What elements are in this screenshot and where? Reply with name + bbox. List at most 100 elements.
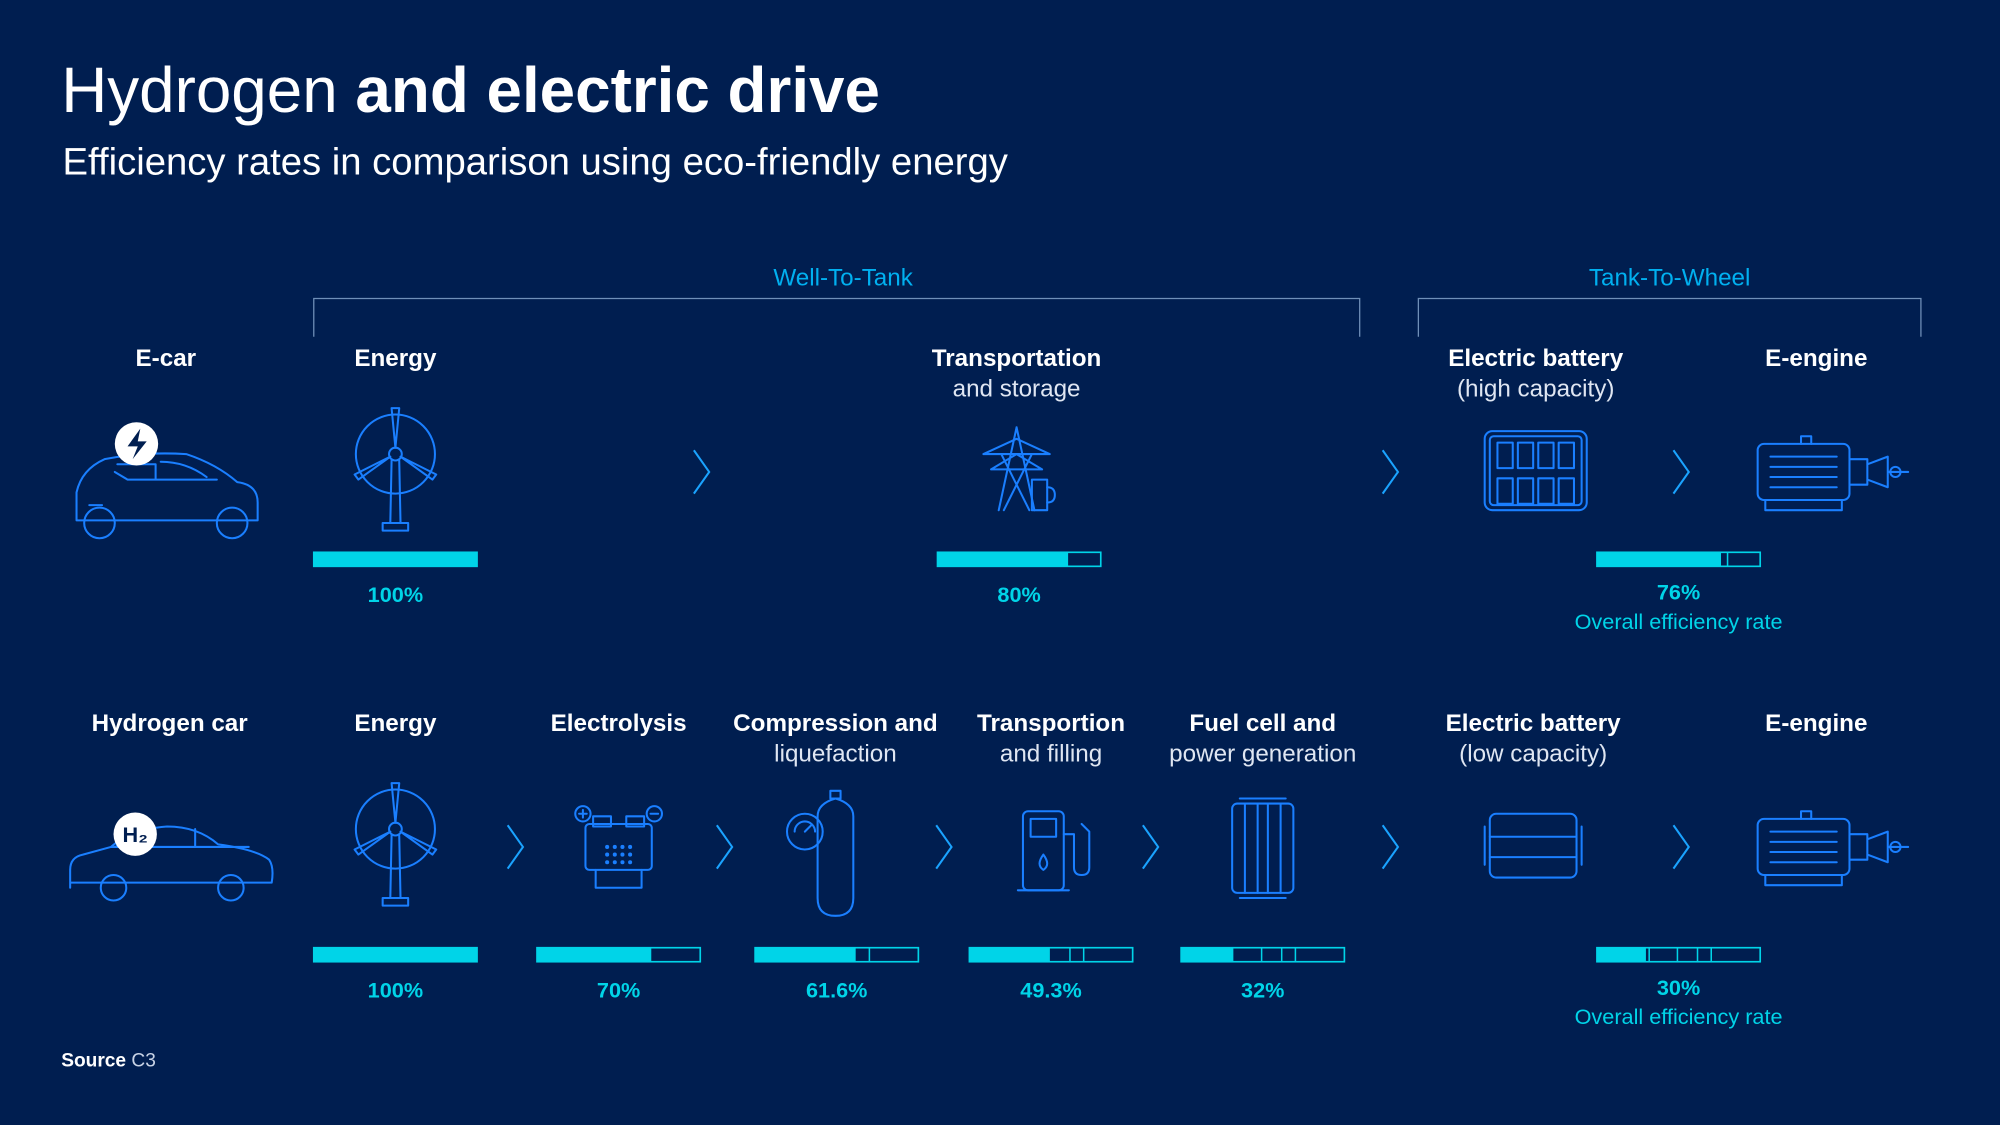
icon-turbine xyxy=(353,407,438,532)
icon-part xyxy=(354,413,436,495)
icon-part xyxy=(1889,840,1902,854)
overall-label: Overall efficiency rate xyxy=(1575,609,1783,634)
chevron xyxy=(935,824,953,870)
icon-part xyxy=(1537,441,1555,470)
icon-part xyxy=(1238,797,1287,899)
icon-battery xyxy=(1483,430,1588,512)
icon-cell xyxy=(1231,797,1295,899)
icon-part xyxy=(1496,441,1514,470)
bar xyxy=(937,552,1069,567)
icon-part xyxy=(1483,825,1583,866)
bar xyxy=(1181,947,1234,962)
chevron xyxy=(693,449,711,495)
car-body xyxy=(75,452,259,522)
icon-part xyxy=(1029,817,1058,838)
bar xyxy=(536,947,652,962)
step-subtitle: and filling xyxy=(1000,740,1102,767)
icon-part xyxy=(1557,477,1576,505)
title-bold: and electric drive xyxy=(355,54,880,126)
icon-part xyxy=(1557,441,1576,470)
icon-turbine xyxy=(353,782,438,907)
step-title: E-engine xyxy=(1765,345,1867,372)
icon-electro xyxy=(574,805,664,889)
icon-part xyxy=(1488,435,1583,507)
icon-engine xyxy=(1756,435,1910,512)
icon-part xyxy=(628,852,633,857)
value-label: 32% xyxy=(1241,977,1284,1002)
icon-part xyxy=(816,789,855,917)
icon-part xyxy=(605,852,610,857)
icon-part xyxy=(1764,435,1910,512)
car-wheel xyxy=(215,506,249,540)
car-badge xyxy=(113,812,157,856)
icon-part xyxy=(1756,442,1851,502)
icon-part xyxy=(1016,822,1091,892)
icon-part xyxy=(605,860,610,865)
icon-part xyxy=(1764,810,1910,887)
source: Source C3 xyxy=(61,1050,156,1071)
overall-value-label: 76% xyxy=(1657,579,1700,604)
car-wheel xyxy=(83,506,116,540)
overall-value-label: 30% xyxy=(1657,975,1700,1000)
icon-part xyxy=(1046,486,1056,504)
chevron xyxy=(1381,824,1400,870)
bar xyxy=(313,947,478,962)
car-wheel xyxy=(217,873,245,902)
icon-engine xyxy=(1756,810,1910,887)
icon-part xyxy=(353,782,438,907)
icon-part xyxy=(612,852,617,857)
icon-part xyxy=(1756,817,1851,877)
chevron xyxy=(1672,824,1691,870)
icon-part xyxy=(1516,477,1535,505)
icon-part xyxy=(620,860,625,865)
chevron xyxy=(716,824,734,870)
car-body xyxy=(69,825,274,889)
icon-part xyxy=(1889,465,1902,479)
icon-part xyxy=(785,812,824,851)
icon-part xyxy=(628,860,633,865)
title-light: Hydrogen xyxy=(61,54,337,126)
chevron xyxy=(1142,824,1160,870)
step-title: Compression and xyxy=(733,710,938,737)
icon-part xyxy=(793,820,817,833)
car-icon xyxy=(69,812,274,902)
value-label: 100% xyxy=(368,582,423,607)
value-label: 70% xyxy=(597,977,640,1002)
icon-part xyxy=(628,844,633,849)
icon-part xyxy=(1231,802,1295,894)
icon-part xyxy=(625,815,646,828)
phase-bracket xyxy=(313,297,1361,337)
row-label: Hydrogen car xyxy=(92,710,249,737)
source-text: C3 xyxy=(131,1050,155,1071)
step-subtitle: and storage xyxy=(953,376,1081,403)
icon-part xyxy=(612,844,617,849)
step-subtitle: power generation xyxy=(1169,740,1356,767)
source-label: Source xyxy=(61,1050,126,1071)
phase-bracket xyxy=(1417,297,1922,337)
icon-part xyxy=(354,788,436,870)
phase-label: Well-To-Tank xyxy=(773,265,913,292)
overall-label: Overall efficiency rate xyxy=(1575,1004,1783,1029)
icon-part xyxy=(1488,812,1578,879)
step-title: Electrolysis xyxy=(551,710,687,737)
icon-part xyxy=(578,808,660,889)
step-title: Energy xyxy=(354,345,437,372)
step-title: Transportation xyxy=(932,345,1102,372)
chevron xyxy=(1672,449,1691,495)
icon-part xyxy=(612,860,617,865)
icon-part xyxy=(1537,477,1555,505)
car-badge-label: H₂ xyxy=(123,822,148,847)
bar xyxy=(755,947,856,962)
chevron xyxy=(506,824,525,870)
icon-part xyxy=(620,852,625,857)
step-subtitle: (high capacity) xyxy=(1457,376,1615,403)
icon-part xyxy=(584,822,653,871)
subtitle: Efficiency rates in comparison using eco… xyxy=(63,141,1009,184)
value-label: 61.6% xyxy=(806,977,867,1002)
icon-part xyxy=(1483,430,1588,512)
icon-tower xyxy=(982,426,1056,512)
phase-label: Tank-To-Wheel xyxy=(1589,265,1751,292)
icon-pump xyxy=(1016,810,1091,892)
